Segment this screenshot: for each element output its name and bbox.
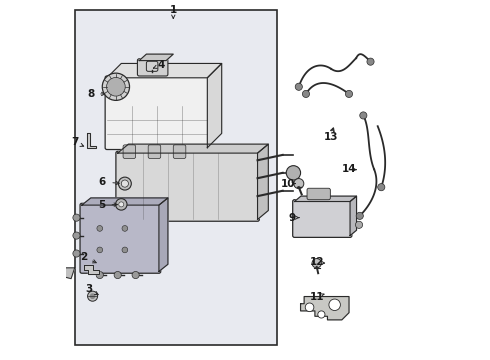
Circle shape [378,184,385,191]
Polygon shape [118,144,269,153]
Polygon shape [207,63,221,148]
Circle shape [116,199,127,210]
Circle shape [302,90,310,98]
FancyBboxPatch shape [173,145,186,158]
Text: 7: 7 [71,138,78,147]
Circle shape [329,299,341,311]
FancyBboxPatch shape [293,200,352,237]
FancyBboxPatch shape [116,151,259,221]
Circle shape [96,271,103,279]
Circle shape [122,226,128,231]
Circle shape [295,83,302,90]
Polygon shape [64,268,74,279]
Circle shape [355,221,363,228]
Circle shape [122,180,128,187]
Text: 10: 10 [281,179,295,189]
Circle shape [318,311,325,318]
Circle shape [122,247,128,253]
Circle shape [286,166,300,180]
Circle shape [356,212,364,220]
Text: 8: 8 [87,89,95,99]
Polygon shape [84,265,98,274]
Text: 6: 6 [98,177,105,187]
Text: 13: 13 [324,132,338,142]
Text: 9: 9 [288,213,295,222]
Circle shape [367,58,374,65]
Circle shape [312,258,321,268]
Text: 11: 11 [310,292,324,302]
Circle shape [73,232,80,239]
Circle shape [97,247,102,253]
Circle shape [119,202,124,207]
Circle shape [114,271,122,279]
FancyBboxPatch shape [137,59,168,76]
Circle shape [345,90,353,98]
Circle shape [119,177,131,190]
Text: 1: 1 [170,5,177,15]
Polygon shape [159,198,168,271]
FancyBboxPatch shape [123,145,136,158]
FancyBboxPatch shape [147,61,158,71]
Circle shape [91,294,95,298]
Circle shape [97,226,102,231]
FancyBboxPatch shape [105,76,209,149]
Polygon shape [107,63,221,78]
Text: 14: 14 [342,164,356,174]
Circle shape [107,77,125,96]
Polygon shape [294,196,357,202]
Polygon shape [87,134,96,148]
Polygon shape [350,196,357,235]
Circle shape [132,271,139,279]
Bar [74,10,277,345]
Polygon shape [300,297,349,320]
Polygon shape [139,54,173,60]
Text: 3: 3 [85,284,93,294]
Circle shape [88,291,98,301]
Circle shape [360,112,367,119]
FancyBboxPatch shape [80,203,161,273]
Circle shape [294,179,304,189]
Circle shape [305,303,314,312]
FancyBboxPatch shape [307,188,330,200]
Text: 2: 2 [80,252,87,262]
Text: 4: 4 [157,60,165,70]
Polygon shape [258,144,269,220]
Text: 12: 12 [310,257,324,267]
Circle shape [73,250,80,257]
Circle shape [102,73,129,100]
Polygon shape [82,198,168,205]
Circle shape [73,214,80,221]
FancyBboxPatch shape [148,145,161,158]
Text: 5: 5 [98,200,105,210]
